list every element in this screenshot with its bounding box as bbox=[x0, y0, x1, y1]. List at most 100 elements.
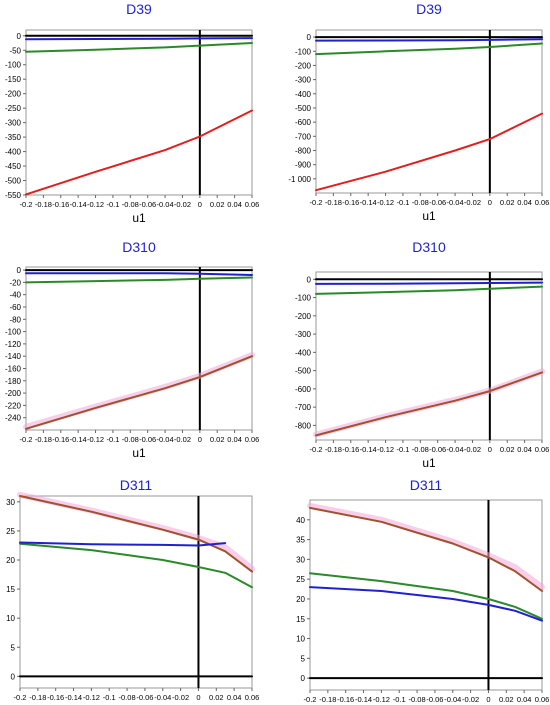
chart-panel-3: D310 0 -20 -40 -60 -80 -100 -120 -140 -160 -180 -20… bbox=[5, 239, 259, 460]
chart-title: D310 bbox=[412, 239, 446, 255]
x-tick-label: 0.04 bbox=[517, 198, 532, 207]
x-tick-label: 0.02 bbox=[499, 695, 514, 704]
x-tick-label: 0 bbox=[198, 435, 202, 444]
x-tick-label: -0.02 bbox=[172, 693, 189, 702]
x-axis-label: u1 bbox=[422, 209, 436, 223]
y-tick-label: 5 bbox=[301, 654, 306, 663]
series-line-3 bbox=[315, 42, 543, 56]
x-tick-label: -0.1 bbox=[396, 198, 409, 207]
series-line-2 bbox=[315, 38, 543, 42]
x-tick-label: -0.18 bbox=[319, 695, 336, 704]
x-tick-label: 0.04 bbox=[227, 200, 242, 209]
x-tick-label: -0.14 bbox=[360, 198, 377, 207]
x-tick-label: 0.06 bbox=[245, 693, 260, 702]
chart-panel-5: D311 30 25 20 15 10 5 0 -0.2 -0.18 -0.16 -0.14 -0.12… bbox=[6, 477, 259, 705]
x-tick-label: -0.08 bbox=[122, 200, 139, 209]
y-tick-label: -500 bbox=[295, 104, 312, 113]
plot-frame bbox=[315, 271, 543, 441]
y-tick-label: 35 bbox=[296, 536, 305, 545]
x-tick-label: -0.12 bbox=[83, 693, 100, 702]
x-tick-label: -0.12 bbox=[377, 198, 394, 207]
y-tick-label: 0 bbox=[307, 33, 312, 42]
x-tick-label: 0.04 bbox=[227, 435, 242, 444]
y-tick-label: 0 bbox=[17, 266, 22, 275]
series-line-2 bbox=[25, 37, 253, 41]
x-tick-label: -0.02 bbox=[174, 200, 191, 209]
x-tick-label: -0.04 bbox=[154, 693, 171, 702]
x-axis-label: u1 bbox=[422, 456, 436, 470]
x-tick-label: -0.04 bbox=[447, 445, 464, 454]
y-tick-label: -180 bbox=[5, 377, 22, 386]
x-tick-label: -0.08 bbox=[122, 435, 139, 444]
x-tick-label: -0.1 bbox=[103, 693, 116, 702]
x-tick-label: -0.06 bbox=[429, 198, 446, 207]
y-tick-label: -100 bbox=[5, 328, 22, 337]
y-tick-label: -120 bbox=[5, 340, 22, 349]
x-tick-label: -0.06 bbox=[136, 693, 153, 702]
x-tick-label: 0 bbox=[196, 693, 200, 702]
y-tick-label: 40 bbox=[296, 516, 305, 525]
y-tick-label: -400 bbox=[295, 90, 312, 99]
y-tick-label: -400 bbox=[295, 348, 312, 357]
series-line-2 bbox=[307, 502, 545, 591]
chart-title: D310 bbox=[122, 239, 156, 255]
y-tick-label: 15 bbox=[6, 585, 15, 594]
y-tick-label: -200 bbox=[5, 90, 22, 99]
y-tick-label: -100 bbox=[5, 61, 22, 70]
x-tick-label: -0.14 bbox=[65, 693, 82, 702]
x-tick-label: -0.1 bbox=[106, 435, 119, 444]
y-tick-label: 0 bbox=[307, 275, 312, 284]
y-tick-label: -100 bbox=[295, 294, 312, 303]
x-tick-label: 0.04 bbox=[227, 693, 242, 702]
series-line-5 bbox=[25, 355, 253, 430]
series-line-3 bbox=[25, 42, 253, 53]
y-tick-label: -100 bbox=[295, 47, 312, 56]
x-tick-label: -0.2 bbox=[310, 198, 323, 207]
chart-panel-4: D310 0 -100 -200 -300 -400 -500 -600 -700 -800 -0.… bbox=[295, 239, 549, 470]
chart-title: D311 bbox=[410, 477, 443, 493]
x-tick-label: 0 bbox=[488, 445, 492, 454]
x-tick-label: -0.14 bbox=[70, 200, 87, 209]
y-tick-label: 10 bbox=[6, 614, 15, 623]
chart-title: D311 bbox=[120, 477, 153, 493]
x-tick-label: -0.1 bbox=[393, 695, 406, 704]
series-line-5 bbox=[309, 586, 543, 622]
x-tick-label: -0.06 bbox=[139, 435, 156, 444]
plot-frame bbox=[315, 29, 543, 194]
x-tick-label: -0.2 bbox=[304, 695, 317, 704]
y-tick-label: 20 bbox=[296, 595, 305, 604]
series-line-3 bbox=[19, 495, 253, 573]
chart-title: D39 bbox=[126, 1, 152, 17]
y-tick-label: -40 bbox=[9, 291, 21, 300]
x-tick-label: 0.02 bbox=[209, 693, 224, 702]
chart-panel-1: D39 0 -50 -100 -150 -200 -250 -300 -350 -400 -450 -… bbox=[5, 1, 259, 225]
y-tick-label: 10 bbox=[296, 635, 305, 644]
y-tick-label: 30 bbox=[296, 555, 305, 564]
x-tick-label: -0.08 bbox=[409, 695, 426, 704]
y-tick-label: -600 bbox=[295, 385, 312, 394]
x-tick-label: -0.06 bbox=[426, 695, 443, 704]
x-tick-label: -0.1 bbox=[106, 200, 119, 209]
x-tick-label: 0.06 bbox=[535, 198, 550, 207]
y-tick-label: 15 bbox=[296, 615, 305, 624]
x-tick-label: -0.14 bbox=[360, 445, 377, 454]
y-tick-label: -200 bbox=[295, 312, 312, 321]
y-tick-label: -300 bbox=[295, 330, 312, 339]
x-tick-label: -0.06 bbox=[139, 200, 156, 209]
x-tick-label: -0.14 bbox=[355, 695, 372, 704]
x-tick-label: -0.16 bbox=[342, 445, 359, 454]
y-tick-label: -800 bbox=[295, 146, 312, 155]
series-line-4 bbox=[23, 352, 255, 430]
x-tick-label: -0.16 bbox=[47, 693, 64, 702]
y-tick-label: -220 bbox=[5, 401, 22, 410]
series-line-2 bbox=[25, 272, 253, 276]
x-tick-label: -0.2 bbox=[20, 200, 33, 209]
chart-panel-2: D39 0 -100 -200 -300 -400 -500 -600 -700 -800 -900… bbox=[288, 1, 549, 223]
y-tick-label: -60 bbox=[9, 303, 21, 312]
y-tick-label: -240 bbox=[5, 414, 22, 423]
y-tick-label: -200 bbox=[295, 61, 312, 70]
x-tick-label: -0.12 bbox=[377, 445, 394, 454]
x-tick-label: -0.1 bbox=[396, 445, 409, 454]
